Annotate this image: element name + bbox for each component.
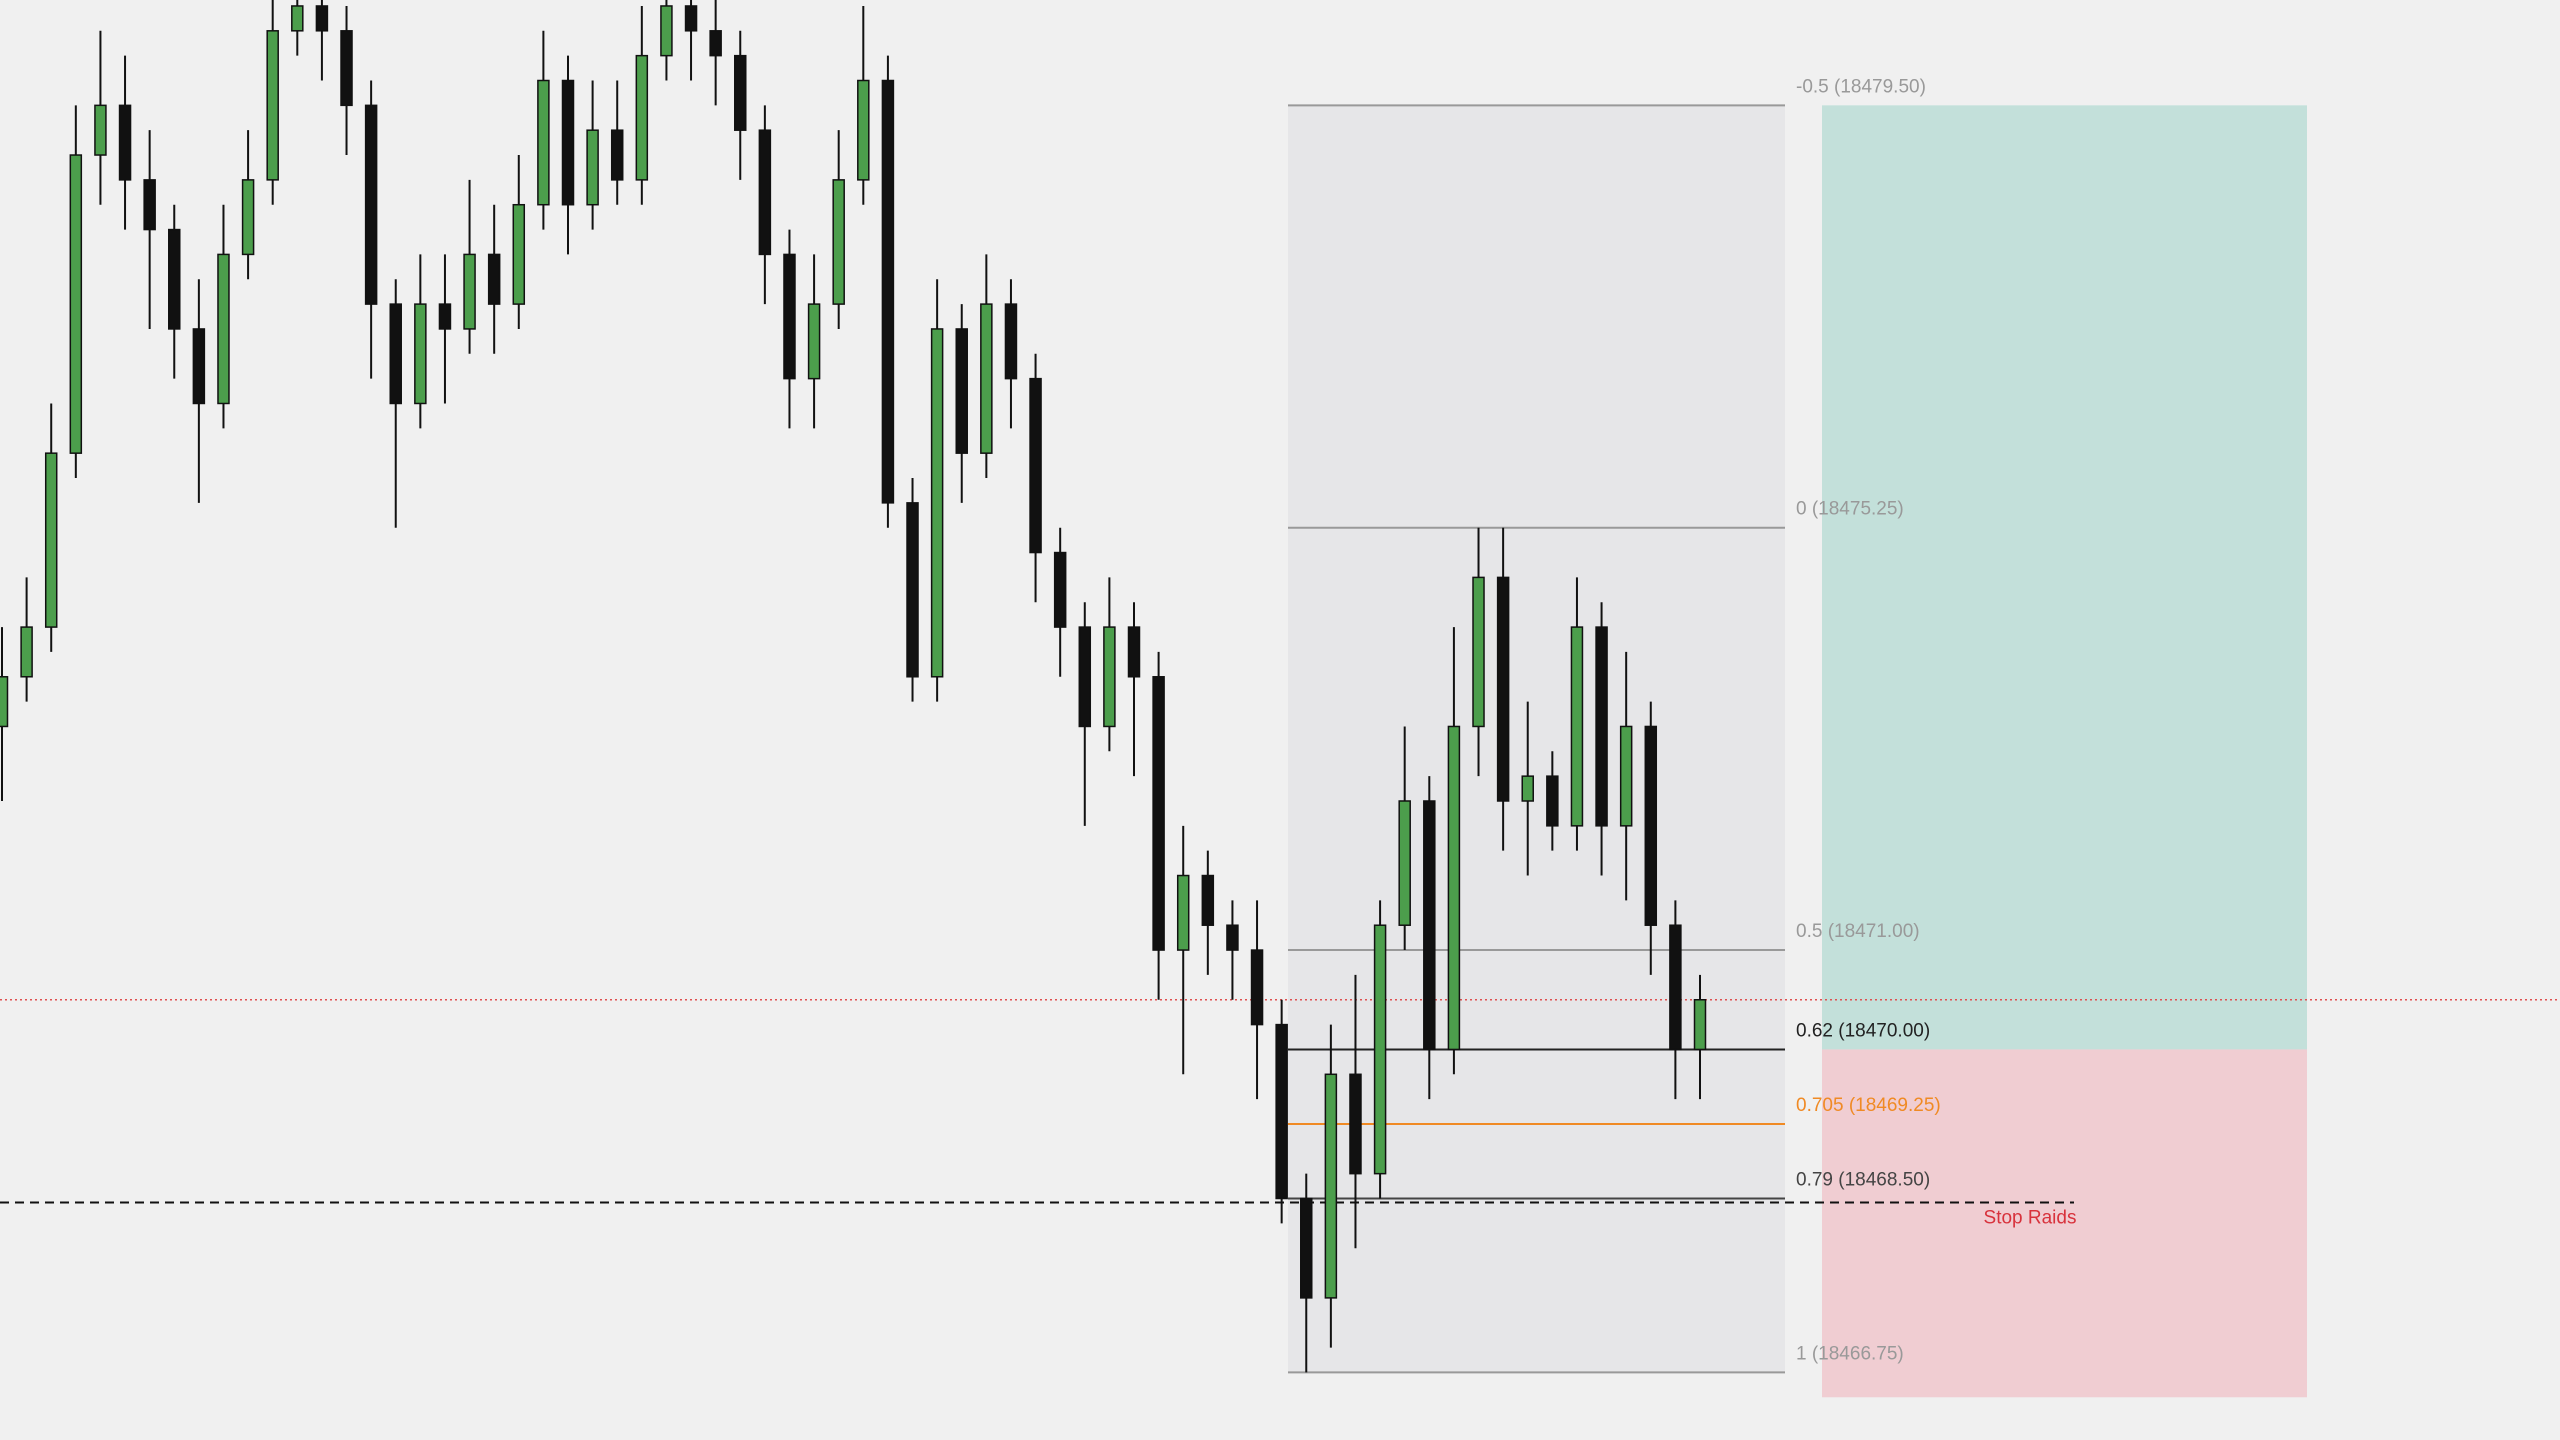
candle-body (1472, 576, 1485, 728)
candle-body (1103, 626, 1116, 728)
candle-body (586, 129, 599, 206)
candle-body (487, 253, 501, 305)
candle-body (1127, 626, 1141, 678)
candle-body (1029, 377, 1042, 554)
target-zone (1822, 105, 2307, 1050)
candle-body (1447, 725, 1461, 1051)
candle-body (291, 5, 304, 32)
candle-body (561, 79, 575, 206)
candle-body (20, 626, 33, 678)
candle-body (1324, 1073, 1338, 1299)
candle-body (758, 129, 772, 256)
candle-body (69, 154, 83, 454)
candle-body (1644, 725, 1658, 926)
candle-body (1250, 949, 1264, 1026)
candle-body (1201, 874, 1215, 926)
candle-body (783, 253, 796, 380)
candle-body (340, 30, 353, 107)
stop-zone (1822, 1049, 2307, 1398)
candle-body (315, 5, 329, 32)
candle-body (684, 5, 698, 32)
candle-body (143, 179, 156, 231)
candle-body (955, 328, 968, 454)
fib-label: 0.5 (18471.00) (1796, 921, 1920, 942)
candle-body (881, 79, 895, 504)
candle-body (512, 203, 526, 305)
candle-body (94, 104, 107, 156)
candle-body (857, 79, 870, 181)
fib-zone (1288, 105, 1785, 1373)
candle-body (1053, 551, 1067, 628)
candle-body (660, 5, 673, 57)
fib-label: 1 (18466.75) (1796, 1343, 1904, 1364)
candle-body (610, 129, 624, 181)
candle-body (980, 303, 993, 454)
candle-body (192, 328, 206, 405)
candle-body (1693, 999, 1707, 1051)
candle-body (1275, 1023, 1288, 1200)
candle-body (1152, 676, 1165, 951)
candle-body (709, 30, 722, 57)
candle-body (389, 303, 402, 405)
fib-label: 0 (18475.25) (1796, 499, 1904, 520)
stop-label: Stop Raids (1984, 1208, 2077, 1229)
fib-label: 0.79 (18468.50) (1796, 1170, 1930, 1191)
candle-body (438, 303, 452, 330)
candle-body (1423, 800, 1436, 1051)
candle-body (118, 104, 132, 181)
candle-body (463, 253, 476, 330)
candle-body (266, 30, 279, 181)
candle-body (832, 179, 845, 305)
candle-body (807, 303, 821, 380)
candle-body (1496, 576, 1510, 802)
candle-body (1226, 924, 1239, 951)
candle-body (734, 54, 747, 131)
candle-body (168, 228, 181, 330)
candle-body (44, 452, 58, 628)
candle-body (1398, 800, 1411, 926)
candle-body (1669, 924, 1682, 1051)
candle-body (414, 303, 427, 405)
candle-body (1521, 775, 1534, 802)
candle-body (930, 328, 944, 678)
candle-body (1300, 1197, 1313, 1299)
fib-label: 0.62 (18470.00) (1796, 1020, 1930, 1041)
candle-body (1176, 874, 1190, 951)
candle-body (1078, 626, 1092, 728)
candle-body (1373, 924, 1387, 1175)
candle-body (1595, 626, 1608, 827)
candle-body (1546, 775, 1559, 827)
fib-label: 0.705 (18469.25) (1796, 1095, 1941, 1116)
candle-body (537, 79, 550, 206)
candle-body (1349, 1073, 1362, 1175)
candle-body (1619, 725, 1633, 827)
fib-label: -0.5 (18479.50) (1796, 76, 1926, 97)
candle-body (241, 179, 255, 256)
candle-body (1570, 626, 1584, 827)
candle-body (364, 104, 378, 305)
candle-body (217, 253, 230, 405)
candle-body (906, 502, 919, 678)
candle-body (1004, 303, 1018, 380)
candle-body (0, 676, 9, 728)
candle-body (635, 54, 649, 181)
